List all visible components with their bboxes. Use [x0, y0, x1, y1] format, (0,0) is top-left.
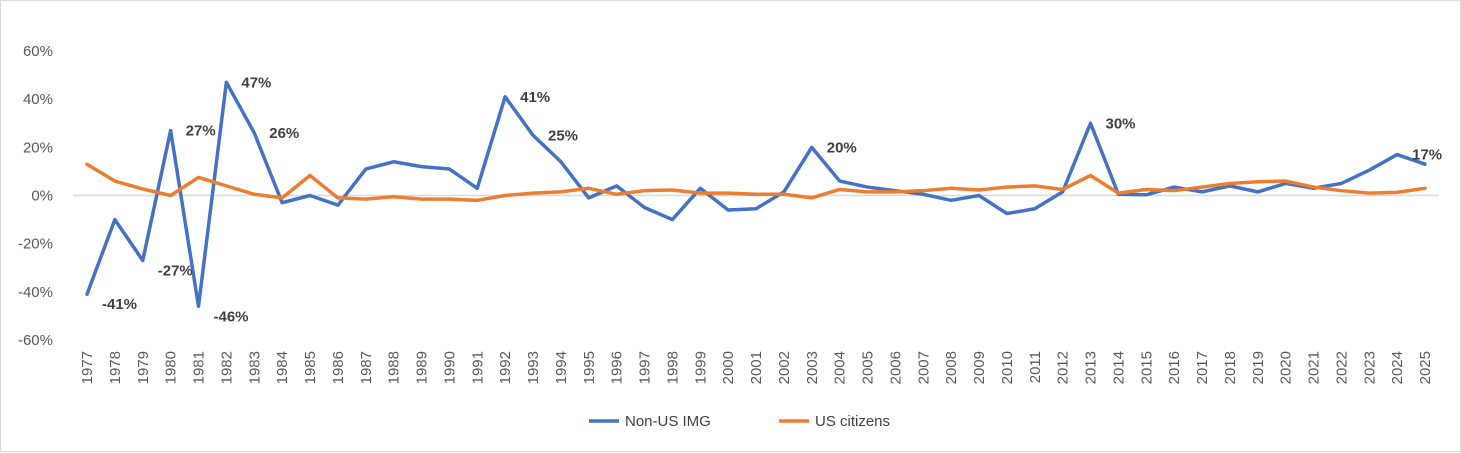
x-tick-label: 1977: [79, 351, 96, 384]
x-tick-label: 2002: [776, 351, 793, 384]
legend-label: US citizens: [815, 413, 890, 430]
legend-label: Non-US IMG: [625, 413, 711, 430]
x-tick-label: 1990: [441, 351, 458, 384]
data-label: 26%: [269, 125, 299, 142]
x-tick-label: 1987: [358, 351, 375, 384]
x-tick-label: 1981: [191, 351, 208, 384]
x-tick-label: 1988: [386, 351, 403, 384]
data-label: 20%: [827, 139, 857, 156]
x-tick-label: 1994: [553, 351, 570, 384]
x-tick-label: 2013: [1083, 351, 1100, 384]
x-tick-label: 2005: [860, 351, 877, 384]
y-tick-label: 0%: [31, 188, 53, 205]
y-tick-label: 60%: [23, 43, 53, 60]
x-tick-label: 2017: [1194, 351, 1211, 384]
data-label: 17%: [1412, 147, 1442, 164]
x-tick-label: 2021: [1306, 351, 1323, 384]
x-tick-label: 2010: [999, 351, 1016, 384]
x-tick-label: 2025: [1417, 351, 1434, 384]
x-tick-label: 2018: [1222, 351, 1239, 384]
y-tick-label: -60%: [18, 332, 53, 349]
x-tick-label: 1996: [609, 351, 626, 384]
x-tick-label: 1997: [637, 351, 654, 384]
x-tick-label: 2015: [1138, 351, 1155, 384]
x-tick-label: 2006: [887, 351, 904, 384]
x-tick-label: 1993: [525, 351, 542, 384]
x-tick-label: 1983: [246, 351, 263, 384]
x-tick-label: 1989: [414, 351, 431, 384]
x-tick-label: 2001: [748, 351, 765, 384]
data-label: 41%: [520, 89, 550, 106]
x-tick-label: 2003: [804, 351, 821, 384]
x-tick-label: 2009: [971, 351, 988, 384]
x-tick-label: 2024: [1389, 351, 1406, 384]
x-tick-label: 1995: [581, 351, 598, 384]
x-tick-label: 2008: [943, 351, 960, 384]
x-tick-label: 1979: [135, 351, 152, 384]
x-tick-label: 2014: [1110, 351, 1127, 384]
data-label: 27%: [186, 122, 216, 139]
x-tick-label: 2007: [915, 351, 932, 384]
data-label: 47%: [241, 74, 271, 91]
x-tick-label: 2004: [832, 351, 849, 384]
x-tick-label: 2000: [720, 351, 737, 384]
x-tick-label: 2023: [1361, 351, 1378, 384]
x-tick-label: 1982: [218, 351, 235, 384]
x-tick-label: 1992: [497, 351, 514, 384]
data-label: -41%: [102, 296, 137, 313]
data-label: -46%: [214, 308, 249, 325]
x-tick-label: 1980: [163, 351, 180, 384]
x-tick-label: 2012: [1055, 351, 1072, 384]
data-label: -27%: [158, 263, 193, 280]
data-label: 25%: [548, 127, 578, 144]
x-tick-label: 1984: [274, 351, 291, 384]
x-tick-label: 1985: [302, 351, 319, 384]
y-tick-label: 20%: [23, 139, 53, 156]
x-tick-label: 1998: [664, 351, 681, 384]
x-tick-label: 2016: [1166, 351, 1183, 384]
data-label: 30%: [1106, 115, 1136, 132]
x-tick-label: 1991: [469, 351, 486, 384]
x-tick-label: 2019: [1250, 351, 1267, 384]
x-tick-label: 1986: [330, 351, 347, 384]
y-tick-label: -40%: [18, 284, 53, 301]
y-tick-label: 40%: [23, 91, 53, 108]
y-tick-label: -20%: [18, 236, 53, 253]
x-tick-label: 2020: [1278, 351, 1295, 384]
x-tick-label: 2011: [1027, 351, 1044, 383]
x-tick-label: 1978: [107, 351, 124, 384]
x-tick-label: 2022: [1333, 351, 1350, 384]
x-tick-label: 1999: [692, 351, 709, 384]
